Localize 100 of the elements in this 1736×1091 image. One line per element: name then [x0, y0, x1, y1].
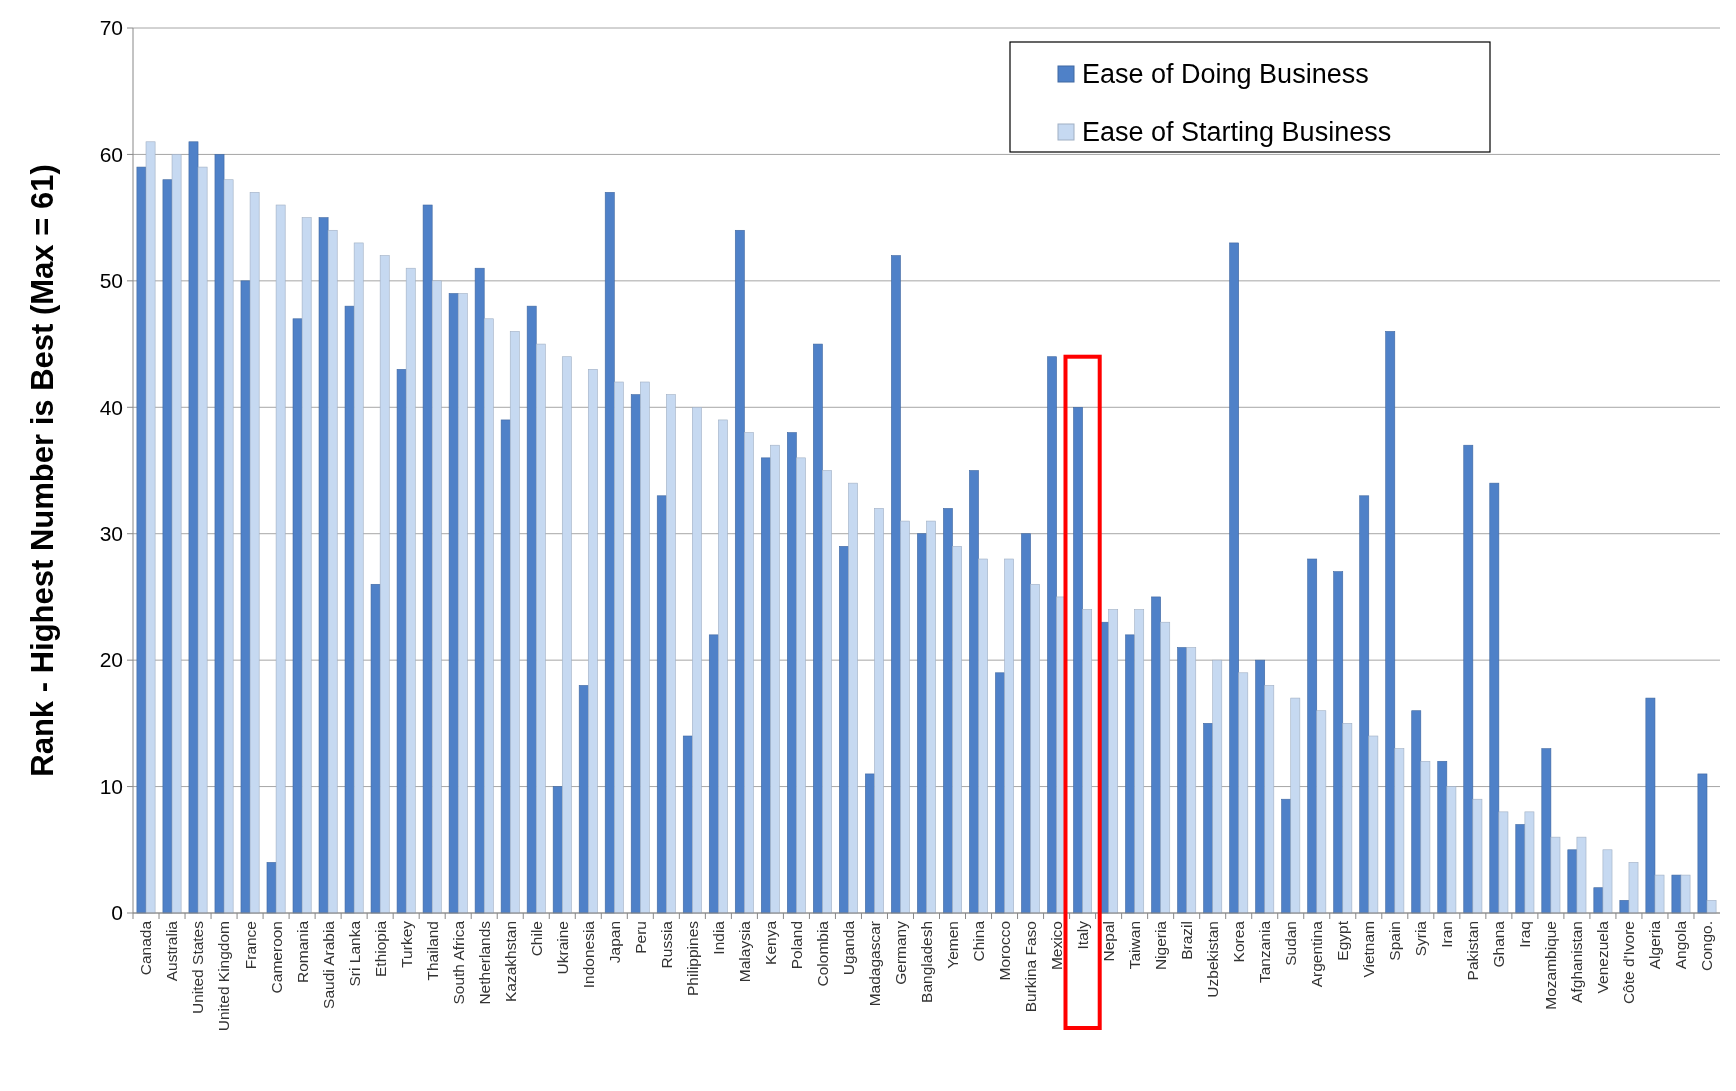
bar	[1368, 735, 1379, 914]
bar	[1160, 621, 1171, 914]
bar	[145, 141, 156, 914]
bar	[587, 369, 598, 914]
bar	[1567, 849, 1578, 914]
bar	[656, 495, 667, 914]
bar	[1550, 836, 1561, 914]
x-tick-label: Nigeria	[1152, 920, 1170, 971]
bar	[1021, 533, 1031, 914]
x-tick-label: Thailand	[423, 921, 441, 981]
x-tick-label: Philippines	[683, 920, 701, 996]
bar	[1420, 760, 1431, 914]
bar	[1203, 723, 1213, 914]
bar	[162, 179, 173, 914]
x-tick-label: Argentina	[1308, 920, 1326, 988]
bar	[682, 735, 693, 914]
x-tick-label: Egypt	[1334, 920, 1352, 961]
bar	[1290, 697, 1301, 914]
bar	[787, 432, 797, 914]
x-tick-label: Sudan	[1282, 921, 1300, 966]
x-tick-label: Cameroon	[267, 921, 285, 994]
bar	[214, 154, 225, 914]
bar	[761, 457, 771, 914]
bar	[614, 381, 624, 914]
bar	[1212, 659, 1223, 914]
bar	[171, 154, 182, 914]
x-tick-label: Sri Lanka	[345, 920, 363, 987]
bar	[1229, 242, 1239, 914]
y-tick-label: 20	[99, 648, 123, 672]
bar	[770, 444, 780, 914]
bar	[1281, 798, 1292, 914]
bar	[301, 217, 312, 914]
x-tick-label: United States	[189, 920, 207, 1015]
bar	[1437, 760, 1448, 914]
x-tick-label: Kenya	[761, 920, 779, 965]
bar	[292, 318, 303, 914]
x-tick-label: Pakistan	[1464, 921, 1482, 981]
x-tick-label: Afghanistan	[1568, 921, 1586, 1003]
bar	[344, 305, 355, 914]
bar	[500, 419, 511, 914]
bar	[1333, 571, 1344, 914]
x-tick-label: Colombia	[813, 920, 831, 987]
x-tick-label: Ethiopia	[371, 920, 389, 978]
x-tick-label: Angola	[1672, 920, 1690, 970]
bar	[978, 558, 988, 914]
x-tick-label: United Kingdom	[215, 921, 233, 1032]
bar	[457, 293, 468, 914]
bar	[275, 204, 286, 914]
x-tick-label: Yemen	[943, 921, 961, 969]
bar	[266, 862, 277, 914]
bar	[891, 255, 901, 914]
bar	[1515, 824, 1526, 914]
x-tick-label: Taiwan	[1126, 921, 1144, 970]
x-tick-label: Tanzania	[1256, 920, 1274, 984]
x-tick-label: Iran	[1438, 921, 1456, 948]
bar	[839, 546, 849, 914]
x-tick-label: Ghana	[1490, 920, 1508, 968]
x-tick-label: China	[969, 920, 987, 962]
bar	[1082, 609, 1093, 914]
x-tick-label: Vietnam	[1360, 921, 1378, 978]
bar	[1255, 659, 1266, 914]
bar	[969, 470, 979, 914]
bar	[874, 508, 884, 914]
x-tick-label: Germany	[891, 920, 909, 985]
bar	[422, 204, 433, 914]
x-tick-label: Romania	[293, 920, 311, 984]
bar	[578, 685, 589, 914]
x-tick-label: Ukraine	[553, 921, 571, 975]
x-tick-label: Canada	[137, 920, 155, 976]
bar	[448, 293, 459, 914]
bar	[1125, 634, 1135, 914]
bar	[1463, 444, 1474, 914]
bar	[1186, 647, 1197, 914]
bar	[943, 508, 953, 914]
x-tick-label: Brazil	[1178, 921, 1196, 960]
bar	[1134, 609, 1145, 914]
x-tick-label: Morocco	[995, 921, 1013, 981]
y-tick-label: 50	[99, 269, 123, 293]
bar	[952, 546, 962, 914]
bar	[240, 280, 251, 914]
bar	[483, 318, 494, 914]
bar	[666, 394, 676, 914]
bar	[1177, 647, 1187, 914]
bar	[526, 305, 537, 914]
bar	[1593, 887, 1604, 914]
bar	[136, 166, 147, 914]
bar	[535, 343, 546, 914]
bar	[995, 672, 1005, 914]
bar	[1394, 748, 1405, 914]
legend-label: Ease of Doing Business	[1082, 59, 1369, 90]
bar	[822, 470, 832, 914]
bar	[474, 267, 485, 914]
bar	[1645, 697, 1656, 914]
x-tick-label: Uzbekistan	[1204, 921, 1222, 998]
bar	[1385, 331, 1396, 914]
y-tick-label: 10	[99, 774, 123, 798]
bar	[1706, 900, 1717, 914]
bar	[917, 533, 927, 914]
bar	[1342, 723, 1353, 914]
x-tick-label: Uganda	[839, 920, 857, 976]
